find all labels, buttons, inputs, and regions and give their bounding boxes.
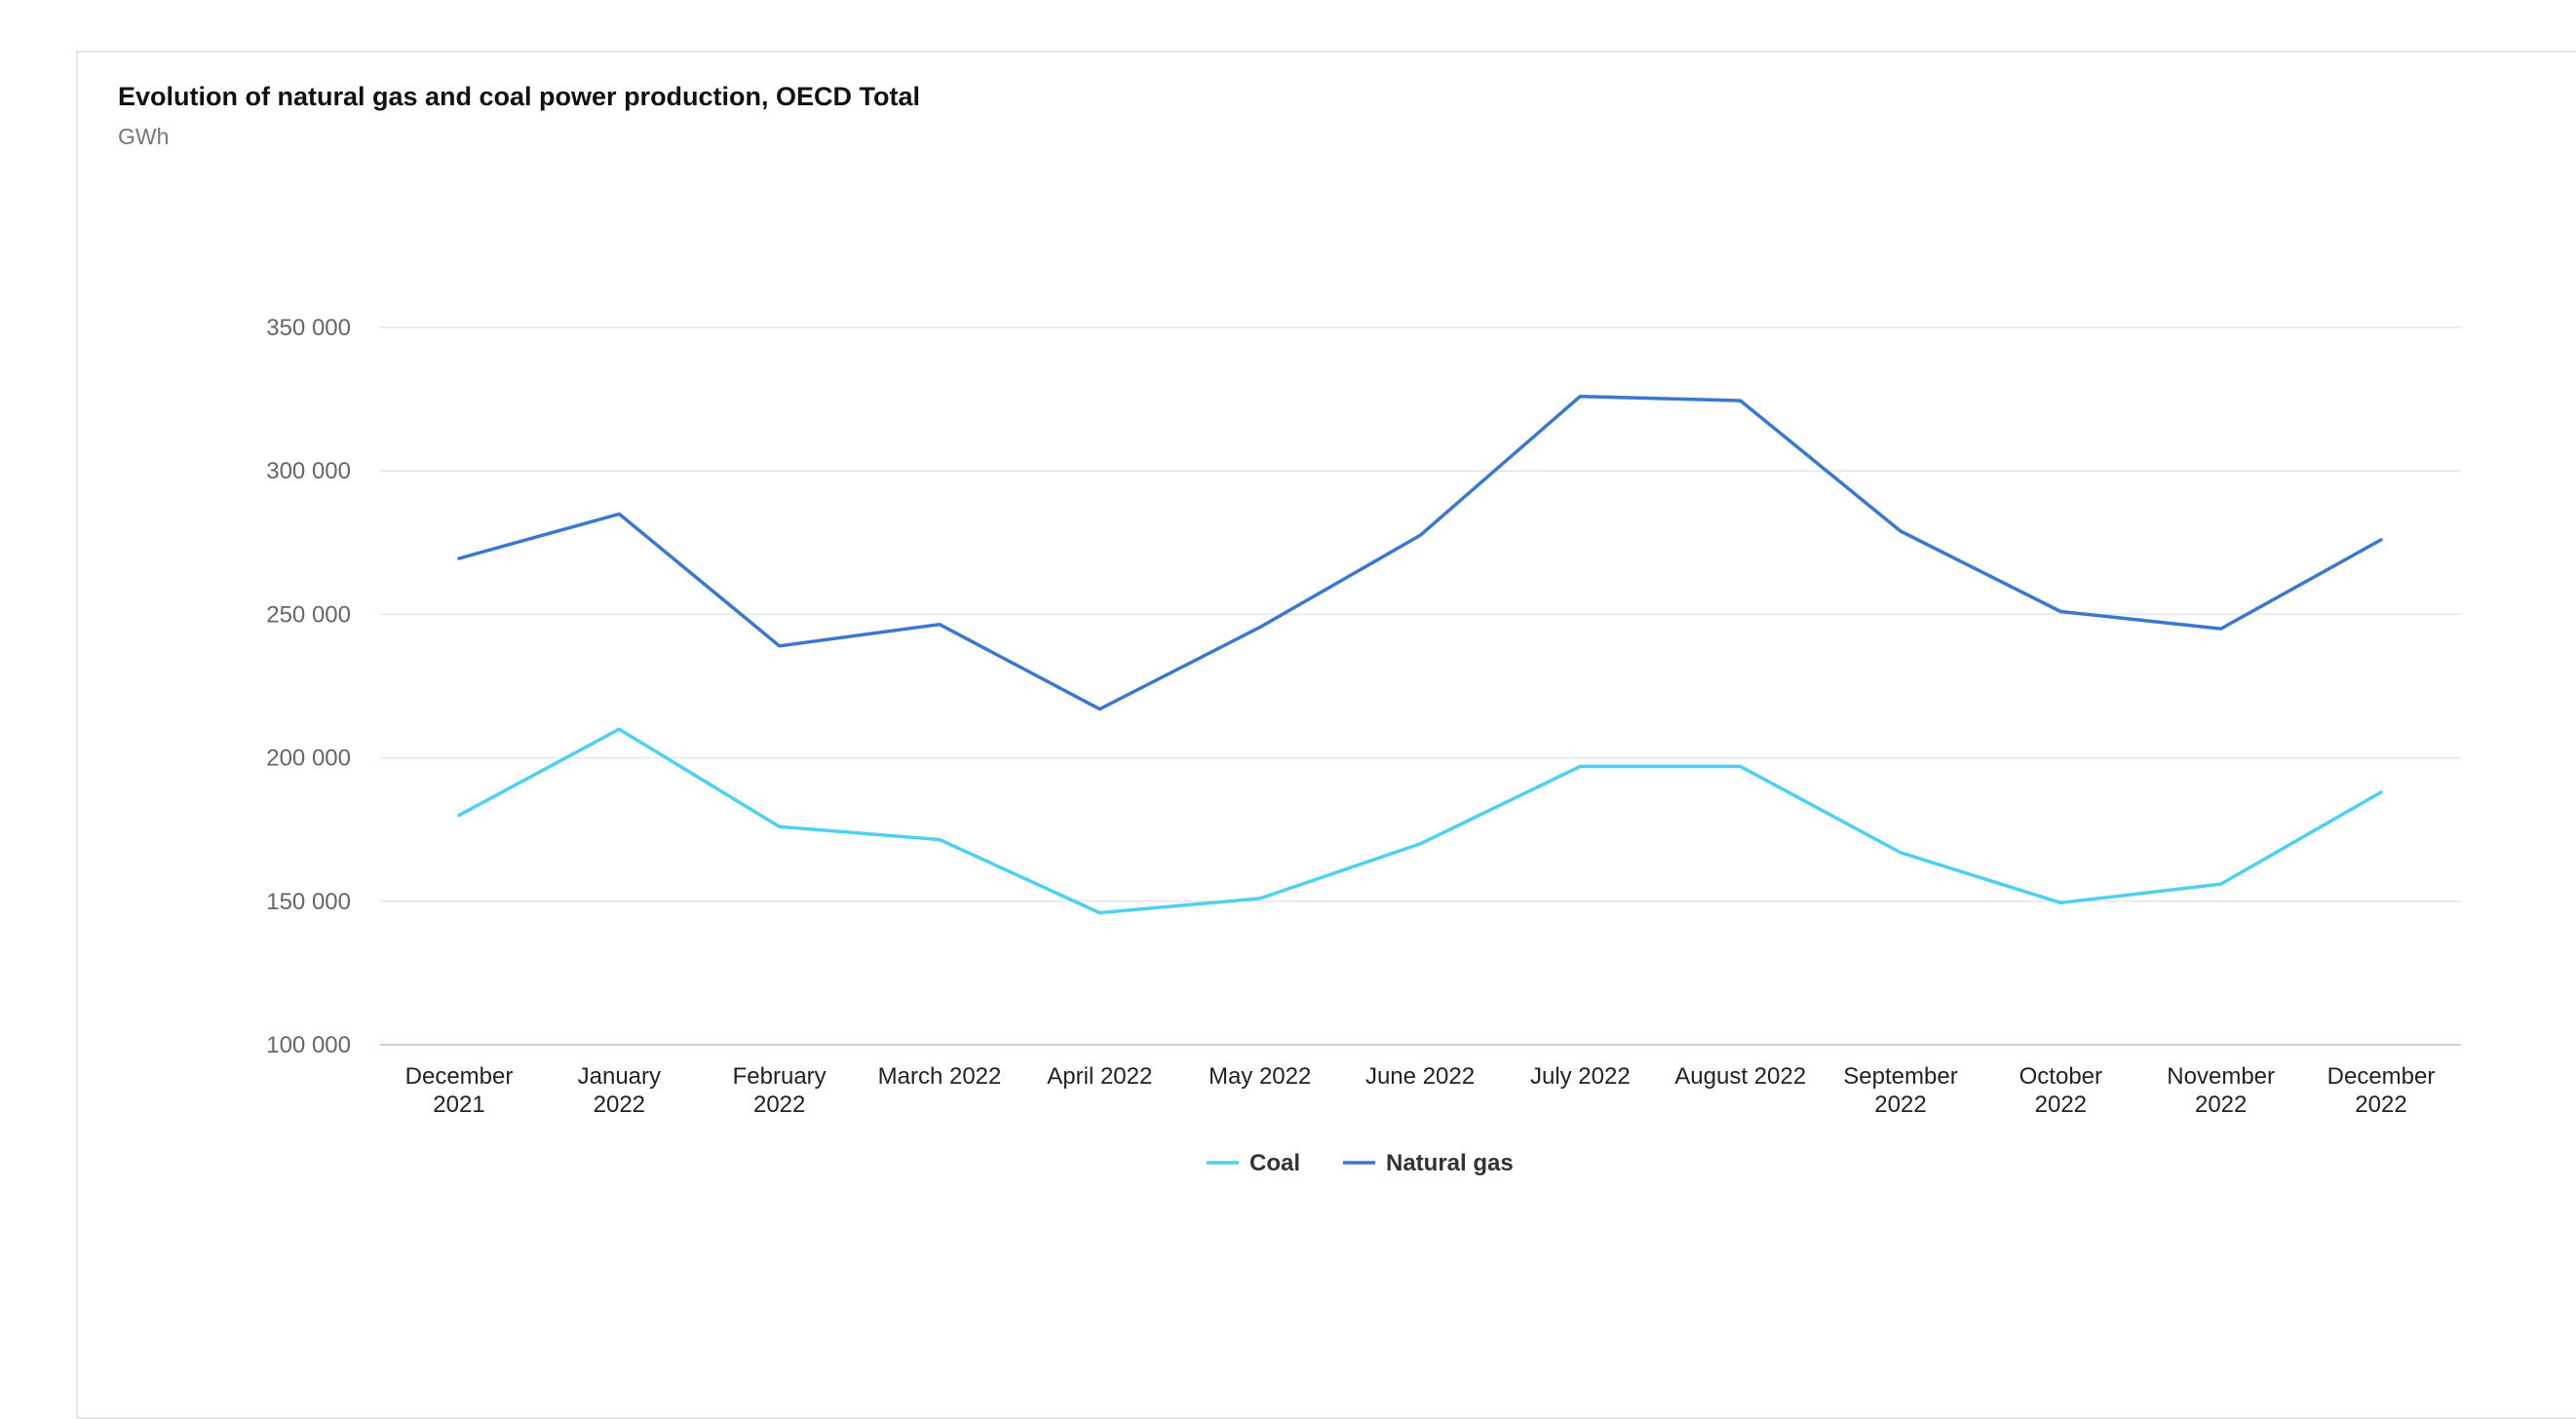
- y-tick-label: 250 000: [266, 601, 351, 628]
- x-tick-label: March 2022: [878, 1063, 1002, 1090]
- chart-subtitle: GWh: [118, 124, 170, 149]
- x-tick-label: January: [578, 1063, 661, 1090]
- legend-item-coal[interactable]: Coal: [1207, 1150, 1300, 1176]
- grid-lines: [380, 326, 2461, 1046]
- x-tick-label: 2022: [2035, 1092, 2087, 1118]
- legend-label-natural-gas: Natural gas: [1386, 1150, 1514, 1176]
- y-tick-label: 100 000: [266, 1032, 351, 1058]
- chart-card: [76, 51, 2576, 1419]
- line-chart: 100 000 150 000 200 000 250 000 300 000 350 0…: [266, 315, 2461, 1176]
- x-tick-label: December: [2327, 1063, 2436, 1090]
- y-tick-label: 150 000: [266, 889, 351, 915]
- x-tick-label: November: [2167, 1063, 2275, 1090]
- series-line-natural-gas[interactable]: [457, 394, 2383, 711]
- x-tick-label: April 2022: [1047, 1063, 1152, 1090]
- x-tick-label: October: [2019, 1063, 2102, 1090]
- x-tick-label: 2022: [1874, 1092, 1926, 1118]
- legend-label-coal: Coal: [1250, 1150, 1300, 1176]
- x-tick-label: 2022: [594, 1092, 645, 1118]
- x-tick-label: February: [733, 1063, 827, 1090]
- legend-item-natural-gas[interactable]: Natural gas: [1343, 1150, 1514, 1176]
- x-tick-label: 2022: [2195, 1092, 2247, 1118]
- x-tick-label: May 2022: [1209, 1063, 1311, 1090]
- x-tick-label: September: [1843, 1063, 1957, 1090]
- y-axis: 100 000 150 000 200 000 250 000 300 000 350 0…: [266, 315, 351, 1058]
- y-tick-label: 300 000: [266, 458, 351, 484]
- x-tick-label: August 2022: [1674, 1063, 1806, 1090]
- series-lines: [457, 394, 2383, 915]
- y-tick-label: 350 000: [266, 315, 351, 341]
- x-tick-label: June 2022: [1365, 1063, 1475, 1090]
- x-tick-label: December: [405, 1063, 514, 1090]
- series-line-coal[interactable]: [457, 727, 2383, 915]
- x-tick-label: 2022: [753, 1092, 805, 1118]
- x-tick-label: 2021: [433, 1092, 484, 1118]
- y-tick-label: 200 000: [266, 746, 351, 772]
- chart-title: Evolution of natural gas and coal power …: [118, 82, 921, 111]
- x-tick-label: 2022: [2355, 1092, 2406, 1118]
- x-tick-label: July 2022: [1530, 1063, 1631, 1090]
- legend[interactable]: Coal Natural gas: [1207, 1150, 1514, 1176]
- x-axis: December2021January2022February2022March…: [405, 1063, 2436, 1118]
